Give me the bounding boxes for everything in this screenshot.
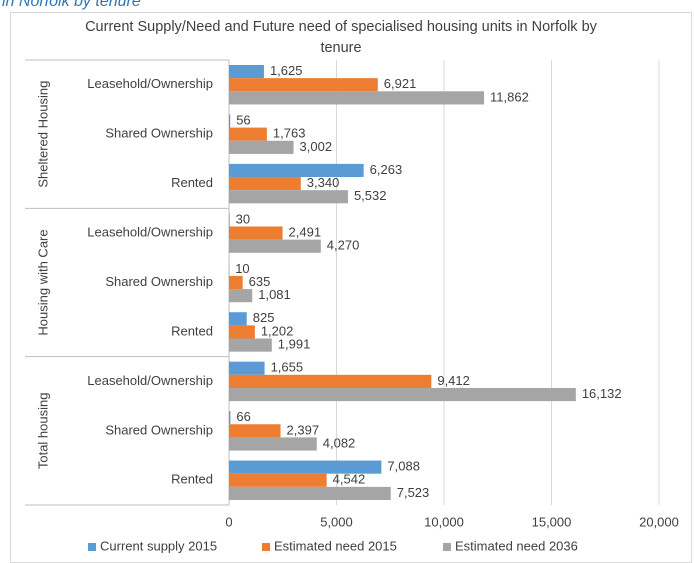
data-label: 4,270 — [327, 238, 360, 253]
bar — [229, 127, 267, 141]
x-tick-label: 5,000 — [320, 514, 353, 529]
caption: in Norfolk by tenure — [2, 0, 141, 10]
y-tick-label: Rented — [171, 472, 213, 487]
data-label: 1,081 — [258, 287, 291, 302]
data-label: 7,523 — [397, 485, 430, 500]
group-label: Sheltered Housing — [35, 81, 50, 188]
group-label: Housing with Care — [35, 229, 50, 335]
y-tick-label: Leasehold/Ownership — [87, 224, 213, 239]
bar — [229, 460, 382, 474]
data-label: 3,002 — [300, 139, 333, 154]
bar — [229, 239, 321, 253]
data-label: 6,921 — [384, 76, 417, 91]
bar — [229, 275, 243, 290]
data-label: 66 — [236, 409, 250, 424]
x-tick-label: 20,000 — [639, 514, 679, 529]
group-label: Total housing — [35, 393, 50, 470]
legend-label: Estimated need 2036 — [455, 538, 578, 553]
y-tick-label: Shared Ownership — [105, 422, 213, 437]
y-tick-label: Rented — [171, 323, 213, 338]
data-label: 30 — [236, 211, 250, 226]
data-label: 825 — [253, 310, 275, 325]
data-label: 56 — [236, 112, 250, 127]
bar — [229, 411, 231, 425]
bar — [229, 486, 391, 500]
data-label: 1,202 — [261, 323, 294, 338]
data-label: 4,542 — [333, 472, 366, 487]
y-tick-label: Rented — [171, 175, 213, 190]
data-label: 16,132 — [582, 386, 622, 401]
data-label: 4,082 — [323, 435, 356, 450]
bar — [229, 325, 255, 339]
bar — [229, 140, 294, 154]
legend-label: Estimated need 2015 — [274, 538, 397, 553]
bar — [229, 190, 348, 204]
bar — [229, 91, 485, 105]
bar — [229, 65, 264, 79]
bar — [229, 361, 265, 375]
legend-swatch — [443, 543, 451, 551]
bar — [229, 226, 283, 240]
data-label: 6,263 — [370, 162, 403, 177]
data-label: 2,397 — [287, 422, 320, 437]
data-label: 7,088 — [387, 459, 420, 474]
bar — [229, 312, 247, 326]
x-tick-label: 15,000 — [532, 514, 572, 529]
data-label: 2,491 — [289, 224, 322, 239]
y-tick-label: Leasehold/Ownership — [87, 76, 213, 91]
data-label: 1,763 — [273, 126, 306, 141]
bar — [229, 289, 253, 303]
y-tick-label: Leasehold/Ownership — [87, 373, 213, 388]
bar — [229, 78, 378, 92]
y-tick-label: Shared Ownership — [105, 274, 213, 289]
data-label: 1,991 — [278, 337, 311, 352]
legend-label: Current supply 2015 — [100, 538, 217, 553]
data-label: 5,532 — [354, 188, 387, 203]
bar — [229, 374, 432, 388]
y-tick-label: Shared Ownership — [105, 126, 213, 141]
bar — [229, 338, 272, 352]
data-label: 10 — [235, 261, 249, 276]
bar — [229, 387, 576, 402]
legend-swatch — [88, 543, 96, 551]
legend-swatch — [262, 543, 270, 551]
bar — [229, 163, 364, 178]
data-label: 11,862 — [490, 89, 529, 104]
data-label: 3,340 — [307, 175, 340, 190]
bar — [229, 473, 327, 487]
x-tick-label: 0 — [225, 514, 232, 529]
data-label: 9,412 — [437, 373, 470, 388]
data-label: 635 — [249, 274, 271, 289]
chart-title: Current Supply/Need and Future need of s… — [85, 19, 597, 56]
bar — [229, 177, 301, 191]
bar — [229, 437, 317, 451]
bar — [229, 213, 230, 227]
bar — [229, 114, 231, 128]
x-tick-label: 10,000 — [424, 514, 464, 529]
data-label: 1,655 — [271, 360, 304, 375]
data-label: 1,625 — [270, 63, 303, 78]
bar — [229, 424, 281, 438]
